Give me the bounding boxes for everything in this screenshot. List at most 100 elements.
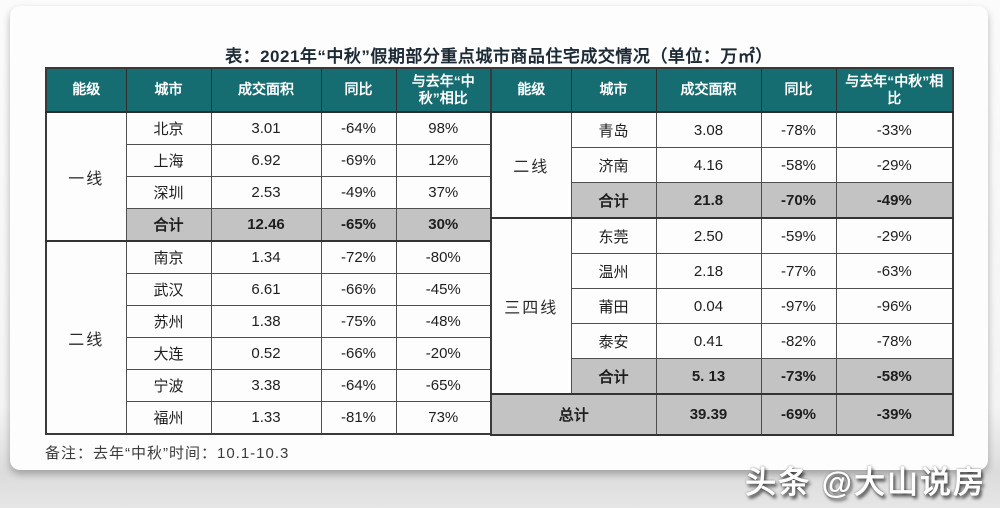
vs-midautumn-cell: -80% — [395, 240, 492, 274]
area-cell: 2.50 — [655, 217, 762, 254]
table-row: 二线 青岛 3.08 -78% -33% — [490, 111, 954, 219]
column-header: 同比 — [760, 67, 837, 113]
column-header: 成交面积 — [210, 67, 322, 113]
yoy-cell: -59% — [760, 217, 837, 254]
subtotal-label: 合计 — [570, 182, 657, 219]
table-row: 深圳 2.53 -49% 37% — [46, 176, 492, 209]
yoy-cell: -70% — [760, 182, 837, 219]
table-row: 苏州 1.38 -75% -48% — [46, 305, 492, 338]
tier-cell: 三四线 — [490, 217, 572, 395]
table-left-body: 一线 北京 3.01 -64% 98% 上海 6.92 -69% 12% 深圳 2.53 -49% 37… — [45, 111, 492, 435]
grand-total-row: 总计 39.39 -69% -39% — [490, 393, 954, 436]
vs-midautumn-cell: -78% — [835, 323, 954, 359]
area-cell: 2.18 — [655, 253, 762, 289]
vs-midautumn-cell: -45% — [395, 273, 492, 306]
yoy-cell: -82% — [760, 323, 837, 359]
area-cell: 3.01 — [210, 111, 322, 145]
vs-midautumn-cell: 37% — [395, 176, 492, 209]
yoy-cell: -49% — [320, 176, 397, 209]
vs-midautumn-cell: -20% — [395, 337, 492, 370]
subtotal-label: 合计 — [570, 358, 657, 395]
area-cell: 39.39 — [655, 393, 762, 436]
data-tables: 能级 城市 成交面积 同比 与去年“中秋”相比 一线 北京 3.01 -64% 98% 上海 6.9… — [45, 67, 954, 436]
yoy-cell: -66% — [320, 273, 397, 306]
vs-midautumn-cell: -63% — [835, 253, 954, 289]
column-header: 与去年“中秋”相比 — [395, 67, 492, 113]
table-card: 表：2021年“中秋”假期部分重点城市商品住宅成交情况（单位：万㎡） 能级 城市成… — [10, 6, 988, 470]
yoy-cell: -69% — [760, 393, 837, 436]
table-row: 二线 南京 1.34 -72% -80% — [45, 240, 492, 435]
grand-total-label: 总计 — [490, 393, 657, 436]
area-cell: 3.08 — [655, 111, 762, 148]
area-cell: 1.33 — [210, 401, 322, 435]
city-cell: 苏州 — [125, 305, 212, 338]
tier-cell: 二线 — [490, 111, 572, 219]
vs-midautumn-cell: 30% — [395, 208, 492, 242]
vs-midautumn-cell: -49% — [835, 182, 954, 219]
table-row: 一线 北京 3.01 -64% 98% — [45, 111, 492, 242]
footnote: 备注：去年“中秋”时间：10.1-10.3 — [45, 445, 290, 462]
tier-cell: 一线 — [45, 111, 127, 242]
vs-midautumn-cell: -48% — [395, 305, 492, 338]
column-header: 同比 — [320, 67, 397, 113]
vs-midautumn-cell: 98% — [395, 111, 492, 145]
yoy-cell: -64% — [320, 111, 397, 145]
vs-midautumn-cell: 12% — [395, 144, 492, 177]
table-left-header: 能级 城市 成交面积 同比 与去年“中秋”相比 — [45, 67, 492, 113]
table-row: 温州 2.18 -77% -63% — [491, 253, 954, 289]
area-cell: 0.41 — [655, 323, 762, 359]
city-cell: 北京 — [125, 111, 212, 145]
yoy-cell: -78% — [760, 111, 837, 148]
yoy-cell: -72% — [320, 240, 397, 274]
column-header: 成交面积 — [655, 67, 762, 113]
yoy-cell: -69% — [320, 144, 397, 177]
city-cell: 泰安 — [570, 323, 657, 359]
column-header: 城市 — [125, 67, 212, 113]
table-row: 福州 1.33 -81% 73% — [46, 401, 492, 435]
vs-midautumn-cell: -58% — [835, 358, 954, 395]
header-row: 能级 城市 成交面积 同比 与去年“中秋”相比 — [490, 67, 954, 113]
yoy-cell: -65% — [320, 208, 397, 242]
table-row: 大连 0.52 -66% -20% — [46, 337, 492, 370]
area-cell: 6.92 — [210, 144, 322, 177]
subtotal-label: 合计 — [125, 208, 212, 242]
area-cell: 0.52 — [210, 337, 322, 370]
table-row: 宁波 3.38 -64% -65% — [46, 369, 492, 402]
area-cell: 5. 13 — [655, 358, 762, 395]
vs-midautumn-cell: -39% — [835, 393, 954, 436]
table-row: 上海 6.92 -69% 12% — [46, 144, 492, 177]
vs-midautumn-cell: -96% — [835, 288, 954, 324]
tier-cell: 二线 — [45, 240, 127, 435]
area-cell: 4.16 — [655, 147, 762, 183]
city-cell: 福州 — [125, 401, 212, 435]
yoy-cell: -97% — [760, 288, 837, 324]
header-row: 能级 城市 成交面积 同比 与去年“中秋”相比 — [45, 67, 492, 113]
area-cell: 2.53 — [210, 176, 322, 209]
yoy-cell: -73% — [760, 358, 837, 395]
column-header: 能级 — [45, 67, 127, 113]
table-row: 济南 4.16 -58% -29% — [491, 147, 954, 183]
city-cell: 宁波 — [125, 369, 212, 402]
area-cell: 12.46 — [210, 208, 322, 242]
table-right-body: 二线 青岛 3.08 -78% -33% 济南 4.16 -58% -29% 合计 21.8 -70%… — [490, 111, 954, 436]
column-header: 城市 — [570, 67, 657, 113]
column-header: 与去年“中秋”相比 — [835, 67, 954, 113]
area-cell: 0.04 — [655, 288, 762, 324]
city-cell: 温州 — [570, 253, 657, 289]
city-cell: 南京 — [125, 240, 212, 274]
city-cell: 东莞 — [570, 217, 657, 254]
area-cell: 21.8 — [655, 182, 762, 219]
yoy-cell: -66% — [320, 337, 397, 370]
yoy-cell: -77% — [760, 253, 837, 289]
city-cell: 大连 — [125, 337, 212, 370]
vs-midautumn-cell: -33% — [835, 111, 954, 148]
yoy-cell: -58% — [760, 147, 837, 183]
column-header: 能级 — [490, 67, 572, 113]
vs-midautumn-cell: -29% — [835, 217, 954, 254]
area-cell: 3.38 — [210, 369, 322, 402]
city-cell: 济南 — [570, 147, 657, 183]
table-left: 能级 城市 成交面积 同比 与去年“中秋”相比 一线 北京 3.01 -64% 98% 上海 6.9… — [45, 67, 492, 435]
city-cell: 深圳 — [125, 176, 212, 209]
table-row: 武汉 6.61 -66% -45% — [46, 273, 492, 306]
yoy-cell: -81% — [320, 401, 397, 435]
